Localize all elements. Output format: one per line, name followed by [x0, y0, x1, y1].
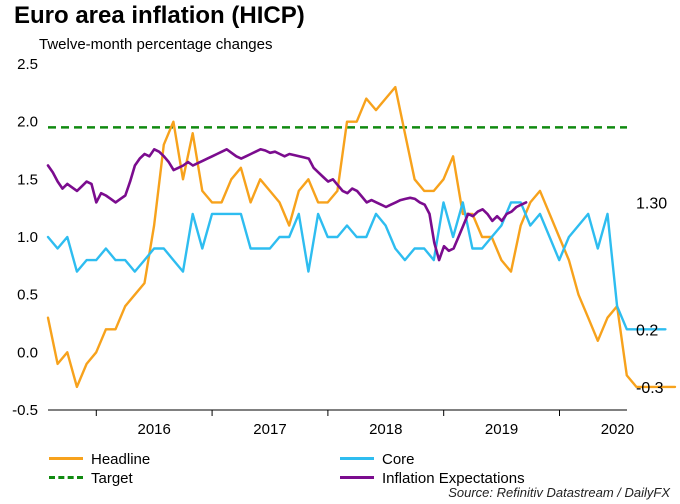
- legend-headline-label: Headline: [91, 451, 151, 468]
- headline-line: [46, 85, 677, 389]
- core-line: [46, 201, 667, 331]
- y-tick-label: 0.0: [17, 344, 38, 361]
- inflation-expectations-end-label: 1.30: [636, 195, 667, 212]
- x-tick-label: 2016: [138, 421, 171, 438]
- x-tick-label: 2019: [485, 421, 518, 438]
- core-end-label: 0.2: [636, 322, 658, 339]
- legend-expectations-label: Inflation Expectations: [382, 470, 525, 487]
- x-tick-label: 2017: [253, 421, 286, 438]
- headline-end-label: -0.3: [636, 380, 664, 397]
- x-tick-label: 2020: [601, 421, 634, 438]
- legend-target-label: Target: [91, 470, 133, 487]
- y-tick-label: -0.5: [12, 402, 38, 419]
- chart-subtitle: Twelve-month percentage changes: [39, 36, 273, 53]
- chart-title: Euro area inflation (HICP): [14, 2, 305, 29]
- legend-expectations-swatch: [340, 475, 374, 479]
- inflation-expectations-line: [46, 148, 528, 262]
- legend-core-swatch: [340, 456, 374, 460]
- legend-expectations: Inflation Expectations: [340, 470, 525, 487]
- legend-core: Core: [340, 451, 415, 468]
- y-tick-label: 2.0: [17, 114, 38, 131]
- y-tick-label: 1.5: [17, 171, 38, 188]
- legend-target: Target: [49, 470, 133, 487]
- legend-headline-swatch: [49, 456, 83, 460]
- y-tick-label: 1.0: [17, 229, 38, 246]
- legend-core-label: Core: [382, 451, 415, 468]
- legend-headline: Headline: [49, 451, 150, 468]
- legend-target-swatch: [49, 475, 83, 479]
- source-note: Source: Refinitiv Datastream / DailyFX: [448, 485, 670, 500]
- x-tick-label: 2018: [369, 421, 402, 438]
- y-tick-label: 2.5: [17, 56, 38, 73]
- y-tick-label: 0.5: [17, 287, 38, 304]
